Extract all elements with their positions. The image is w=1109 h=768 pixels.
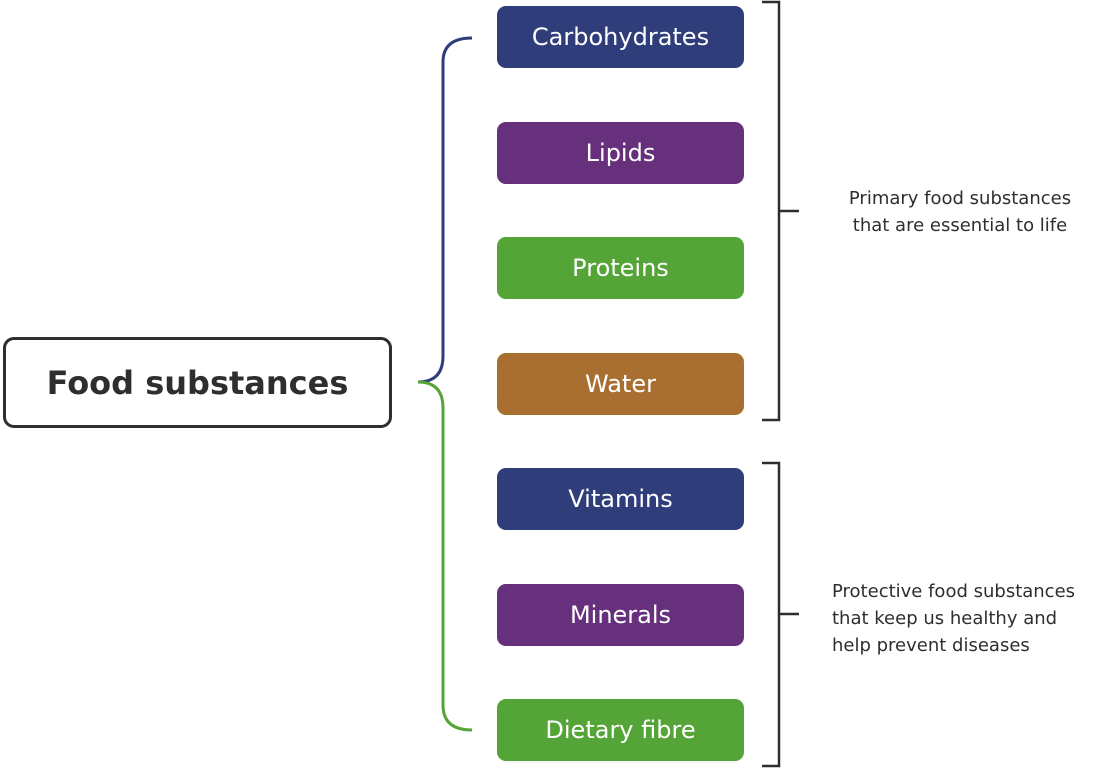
description-line: that keep us healthy and [832,608,1058,629]
lower-branch-connector [417,380,473,732]
protective-group-description: Protective food substances that keep us … [832,578,1075,659]
node-label: Vitamins [568,485,673,513]
node-dietary-fibre: Dietary fibre [497,699,744,761]
node-vitamins: Vitamins [497,468,744,530]
node-label: Dietary fibre [545,716,696,744]
node-label: Water [585,370,656,398]
protective-group-bracket [762,461,799,768]
node-carbohydrates: Carbohydrates [497,6,744,68]
node-lipids: Lipids [497,122,744,184]
root-node-label: Food substances [46,363,349,402]
root-node-food-substances: Food substances [3,337,392,428]
description-line: Primary food substances [848,188,1072,209]
node-label: Minerals [569,601,672,629]
node-proteins: Proteins [497,237,744,299]
primary-group-description: Primary food substances that are essenti… [822,185,1098,239]
node-label: Carbohydrates [531,23,710,51]
description-line: Protective food substances [832,581,1076,602]
node-label: Lipids [585,139,656,167]
node-label: Proteins [572,254,669,282]
node-water: Water [497,353,744,415]
upper-branch-connector [417,36,473,384]
description-line: that are essential to life [852,215,1068,236]
node-minerals: Minerals [497,584,744,646]
description-line: help prevent diseases [832,635,1030,656]
primary-group-bracket [762,0,799,422]
